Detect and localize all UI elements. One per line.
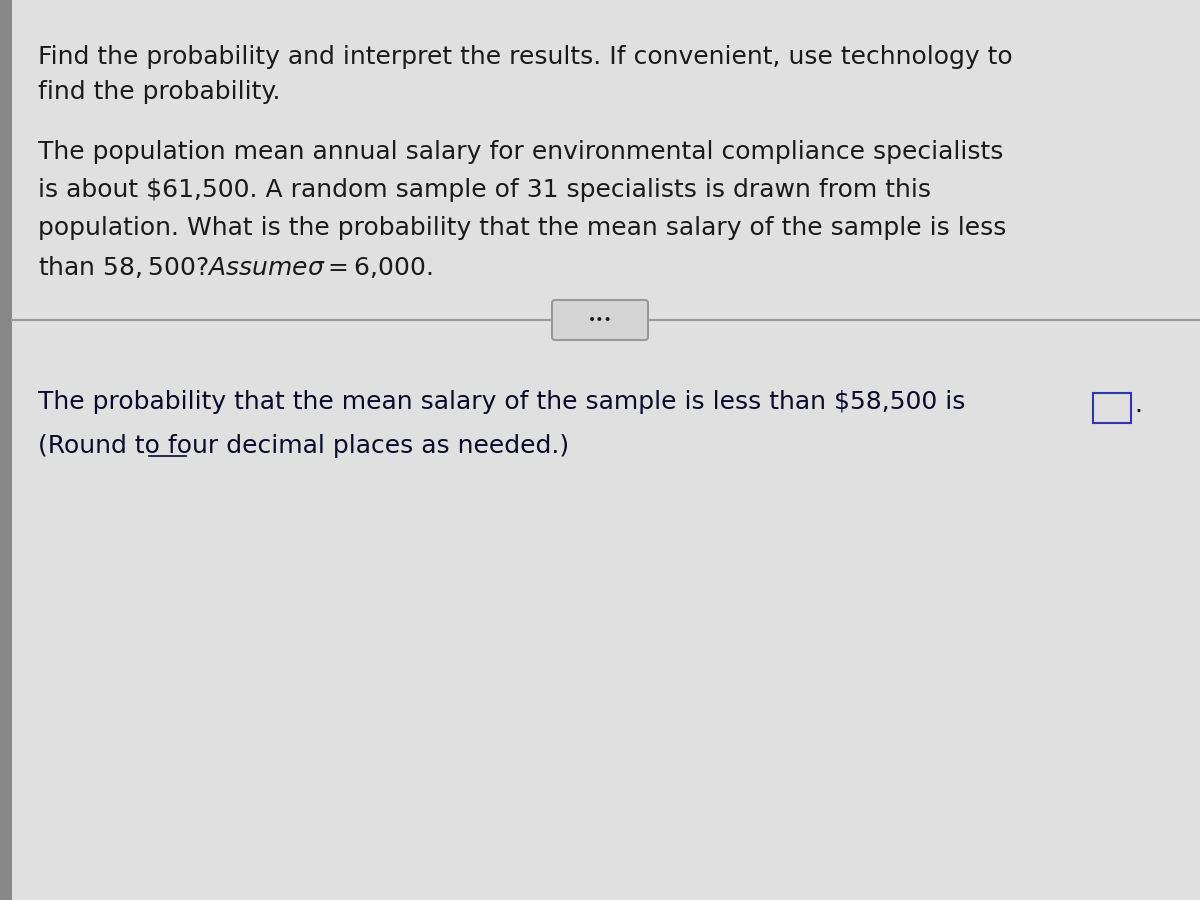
Text: The probability that the mean salary of the sample is less than $58,500 is: The probability that the mean salary of … [38,390,965,414]
Text: find the probability.: find the probability. [38,80,281,104]
Bar [1093,393,1132,423]
FancyBboxPatch shape [552,300,648,340]
Text: (Round to four decimal places as needed.): (Round to four decimal places as needed.… [38,434,569,458]
Text: is about $61,500. A random sample of 31 specialists is drawn from this: is about $61,500. A random sample of 31 … [38,178,931,202]
Text: .: . [1134,393,1142,417]
Bar [0,0,12,900]
Text: than $58,500? Assume σ = $6,000.: than $58,500? Assume σ = $6,000. [38,254,432,280]
Text: Find the probability and interpret the results. If convenient, use technology to: Find the probability and interpret the r… [38,45,1013,69]
Text: population. What is the probability that the mean salary of the sample is less: population. What is the probability that… [38,216,1007,240]
Text: The population mean annual salary for environmental compliance specialists: The population mean annual salary for en… [38,140,1003,164]
Text: •••: ••• [588,313,612,327]
